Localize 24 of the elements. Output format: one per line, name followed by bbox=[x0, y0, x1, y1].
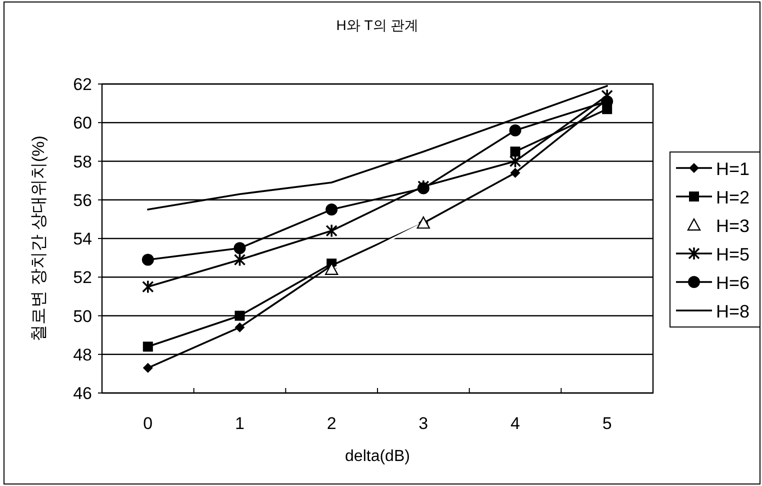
x-tick-label: 2 bbox=[326, 414, 336, 433]
y-tick-label: 48 bbox=[73, 345, 92, 364]
y-tick-label: 62 bbox=[73, 75, 92, 94]
x-tick-label: 5 bbox=[602, 414, 612, 433]
y-tick-label: 58 bbox=[73, 152, 92, 172]
legend-label: H=2 bbox=[716, 188, 750, 208]
y-tick-label: 56 bbox=[73, 190, 92, 210]
legend-label: H=5 bbox=[716, 244, 750, 264]
legend-label: H=6 bbox=[716, 273, 750, 293]
x-tick-label: 1 bbox=[235, 414, 244, 433]
y-tick-label: 54 bbox=[73, 230, 92, 248]
legend-label: H=8 bbox=[716, 302, 750, 322]
x-tick-label: 4 bbox=[510, 414, 520, 433]
legend-label: H=3 bbox=[716, 216, 750, 236]
y-tick-label: 50 bbox=[73, 306, 92, 326]
y-tick-label: 60 bbox=[73, 114, 92, 133]
y-axis-title: 철로변 장치간 상대위치(%) bbox=[29, 136, 48, 342]
y-tick-label: 52 bbox=[73, 268, 92, 288]
legend-label: H=1 bbox=[716, 159, 750, 179]
x-tick-label: 0 bbox=[143, 414, 153, 433]
chart-title: H와 T의 관계 bbox=[336, 17, 419, 33]
x-axis-title: delta(dB) bbox=[345, 448, 410, 465]
x-tick-label: 3 bbox=[418, 414, 428, 433]
y-tick-label: 46 bbox=[73, 384, 92, 403]
